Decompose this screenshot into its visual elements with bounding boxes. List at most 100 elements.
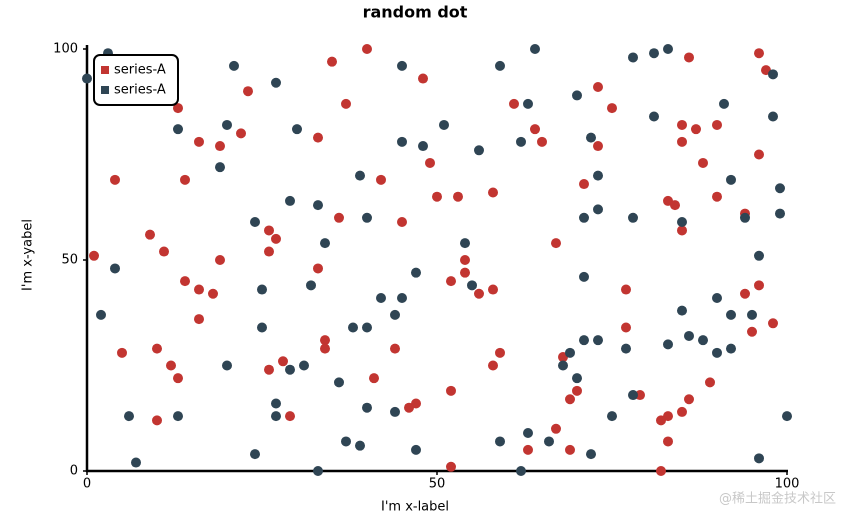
dot	[152, 343, 162, 354]
dot	[397, 60, 407, 71]
dot	[712, 292, 722, 303]
dot	[628, 390, 638, 401]
dot	[677, 225, 687, 236]
dot	[313, 132, 323, 143]
dot	[418, 73, 428, 84]
dot	[453, 191, 463, 202]
dot	[712, 347, 722, 358]
legend-box	[93, 54, 179, 106]
dot	[474, 145, 484, 156]
dot	[747, 326, 757, 337]
dot	[243, 86, 253, 97]
watermark: @稀土掘金技术社区	[719, 491, 836, 507]
dot	[691, 124, 701, 135]
dot	[754, 250, 764, 261]
dot	[264, 225, 274, 236]
dot	[474, 288, 484, 299]
dot	[670, 200, 680, 211]
dot	[271, 411, 281, 422]
chart-title: random dot	[363, 3, 468, 22]
dot	[397, 136, 407, 147]
dot	[754, 453, 764, 464]
dot	[390, 406, 400, 417]
dot	[285, 364, 295, 375]
dot	[222, 119, 232, 130]
x-tick-label: 0	[83, 477, 91, 492]
dot	[173, 373, 183, 384]
dot	[558, 360, 568, 371]
dot	[215, 141, 225, 152]
dot	[775, 183, 785, 194]
dot	[446, 385, 456, 396]
dot	[257, 322, 267, 333]
dot	[208, 288, 218, 299]
dot	[621, 343, 631, 354]
x-tick-label: 100	[775, 477, 800, 492]
x-tick-label: 50	[429, 477, 446, 492]
dot	[264, 364, 274, 375]
dot	[621, 322, 631, 333]
dot	[376, 292, 386, 303]
dot	[313, 466, 323, 476]
dot	[677, 217, 687, 228]
dot	[264, 246, 274, 257]
dot	[306, 280, 316, 291]
dot	[334, 377, 344, 388]
dot	[523, 444, 533, 455]
dot	[754, 48, 764, 59]
dot	[726, 309, 736, 320]
dot	[194, 284, 204, 295]
dot	[229, 60, 239, 71]
dot	[82, 73, 92, 84]
dot	[110, 263, 120, 274]
dot	[593, 204, 603, 215]
dot	[432, 191, 442, 202]
dot	[621, 284, 631, 295]
dot	[768, 111, 778, 122]
dot	[740, 212, 750, 223]
dot	[166, 360, 176, 371]
dot	[628, 212, 638, 223]
dot	[579, 271, 589, 282]
dot	[341, 98, 351, 109]
dot	[663, 339, 673, 350]
dot	[425, 157, 435, 168]
dot	[236, 128, 246, 139]
dot	[565, 444, 575, 455]
dot	[523, 98, 533, 109]
dot	[656, 466, 666, 476]
dot	[495, 60, 505, 71]
dot	[460, 267, 470, 278]
dot	[698, 157, 708, 168]
dot	[572, 373, 582, 384]
dot	[439, 119, 449, 130]
dot	[684, 394, 694, 405]
dot	[355, 170, 365, 181]
dot	[593, 81, 603, 92]
dot	[411, 398, 421, 409]
dot	[719, 98, 729, 109]
dot	[572, 385, 582, 396]
dot	[271, 77, 281, 88]
dot	[607, 411, 617, 422]
dot	[152, 415, 162, 426]
dot	[173, 124, 183, 135]
dot	[341, 436, 351, 447]
dot	[180, 174, 190, 185]
dot	[194, 136, 204, 147]
dot	[376, 174, 386, 185]
dot	[656, 415, 666, 426]
dot	[145, 229, 155, 240]
dot	[418, 141, 428, 152]
dot	[782, 411, 792, 422]
dot	[768, 318, 778, 329]
dot	[677, 119, 687, 130]
dot	[446, 276, 456, 287]
dot	[285, 195, 295, 206]
dot	[544, 436, 554, 447]
dot	[565, 347, 575, 358]
dot	[530, 44, 540, 54]
dot	[271, 398, 281, 409]
dot	[579, 179, 589, 190]
dot	[726, 174, 736, 185]
